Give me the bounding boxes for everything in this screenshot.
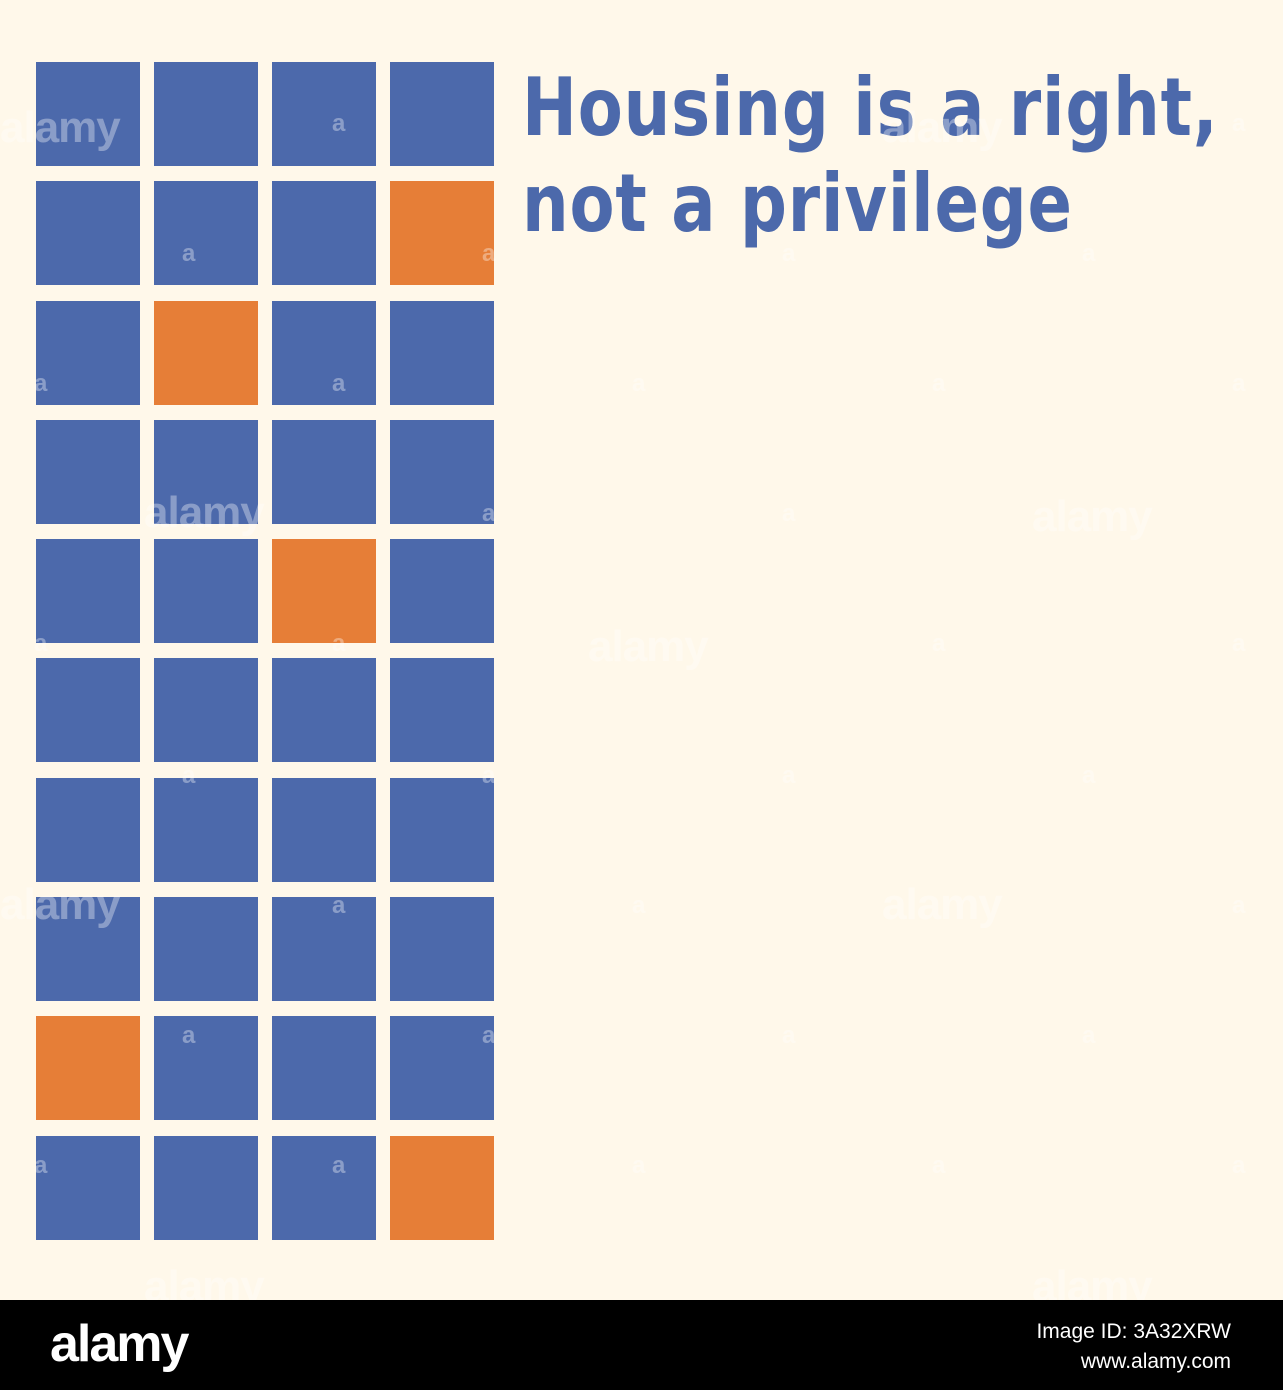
tile-grid bbox=[36, 62, 494, 1240]
tile-blue bbox=[390, 658, 494, 763]
tile-blue bbox=[36, 419, 140, 524]
watermark-glyph: a bbox=[932, 630, 946, 657]
tile-blue bbox=[36, 658, 140, 763]
watermark-glyph: a bbox=[782, 1022, 796, 1049]
tile-blue bbox=[36, 181, 140, 286]
watermark-text: alamy bbox=[588, 622, 709, 671]
tile-blue bbox=[272, 300, 376, 405]
tile-blue bbox=[272, 777, 376, 882]
watermark-glyph: a bbox=[932, 370, 946, 397]
tile-blue bbox=[36, 777, 140, 882]
tile-blue bbox=[390, 62, 494, 166]
tile-blue bbox=[272, 181, 376, 286]
headline-line-1: Housing is a right, bbox=[522, 61, 1219, 154]
tile-blue bbox=[36, 62, 140, 166]
tile-blue bbox=[154, 1016, 258, 1121]
tile-orange bbox=[36, 1016, 140, 1121]
watermark-glyph: a bbox=[1082, 1022, 1096, 1049]
tile-blue bbox=[36, 1135, 140, 1240]
tile-orange bbox=[154, 300, 258, 405]
tile-orange bbox=[272, 539, 376, 644]
watermark-glyph: a bbox=[1232, 370, 1246, 397]
tile-blue bbox=[390, 897, 494, 1002]
tile-blue bbox=[272, 1016, 376, 1121]
headline: Housing is a right, not a privilege bbox=[522, 60, 1219, 252]
tile-blue bbox=[390, 777, 494, 882]
tile-blue bbox=[272, 62, 376, 166]
tile-blue bbox=[154, 777, 258, 882]
tile-blue bbox=[36, 300, 140, 405]
image-id-label: Image ID: 3A32XRW bbox=[1036, 1320, 1231, 1343]
tile-blue bbox=[154, 539, 258, 644]
tile-blue bbox=[390, 539, 494, 644]
alamy-logo: alamy bbox=[50, 1315, 189, 1373]
watermark-glyph: a bbox=[1232, 110, 1246, 137]
tile-blue bbox=[36, 897, 140, 1002]
watermark-glyph: a bbox=[782, 500, 796, 527]
tile-blue bbox=[154, 62, 258, 166]
watermark-glyph: a bbox=[632, 370, 646, 397]
tile-blue bbox=[154, 658, 258, 763]
watermark-text: alamy bbox=[1032, 1262, 1153, 1300]
watermark-text: alamy bbox=[144, 1262, 265, 1300]
watermark-glyph: a bbox=[632, 892, 646, 919]
watermark-text: alamy bbox=[1032, 492, 1153, 541]
tile-orange bbox=[390, 181, 494, 286]
tile-blue bbox=[272, 419, 376, 524]
watermark-glyph: a bbox=[932, 1152, 946, 1179]
tile-blue bbox=[272, 658, 376, 763]
watermark-glyph: a bbox=[1232, 892, 1246, 919]
tile-blue bbox=[390, 1016, 494, 1121]
tile-blue bbox=[390, 300, 494, 405]
watermark-glyph: a bbox=[1232, 630, 1246, 657]
tile-blue bbox=[390, 419, 494, 524]
watermark-glyph: a bbox=[782, 762, 796, 789]
tile-blue bbox=[154, 1135, 258, 1240]
watermark-glyph: a bbox=[632, 1152, 646, 1179]
tile-blue bbox=[154, 181, 258, 286]
tile-blue bbox=[36, 539, 140, 644]
tile-blue bbox=[154, 419, 258, 524]
tile-blue bbox=[272, 1135, 376, 1240]
watermark-text: alamy bbox=[882, 880, 1003, 929]
tile-blue bbox=[154, 897, 258, 1002]
poster-canvas: Housing is a right, not a privilege alam… bbox=[36, 60, 1246, 1300]
tile-orange bbox=[390, 1135, 494, 1240]
footer-url: www.alamy.com bbox=[1080, 1350, 1231, 1373]
headline-line-2: not a privilege bbox=[522, 157, 1073, 250]
tile-blue bbox=[272, 897, 376, 1002]
watermark-glyph: a bbox=[1082, 762, 1096, 789]
watermark-glyph: a bbox=[1232, 1152, 1246, 1179]
footer-bar: alamy Image ID: 3A32XRW www.alamy.com bbox=[0, 1300, 1283, 1390]
